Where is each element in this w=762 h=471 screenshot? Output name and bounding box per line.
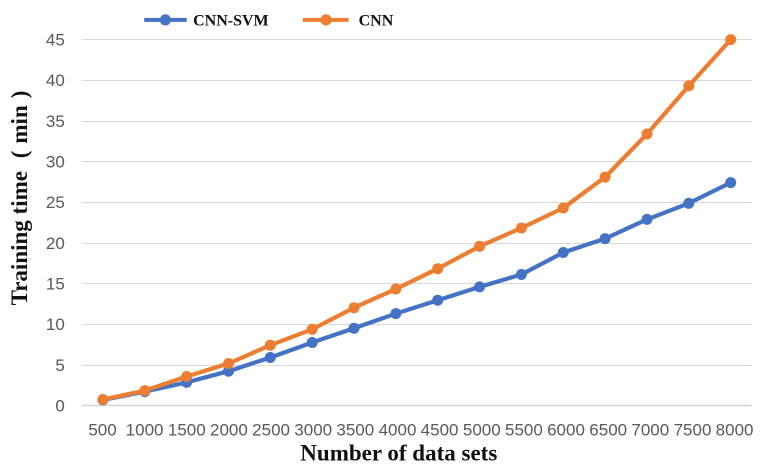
- svg-text:5: 5: [55, 356, 64, 375]
- svg-text:25: 25: [46, 193, 65, 212]
- svg-text:6500: 6500: [589, 420, 627, 439]
- svg-text:0: 0: [55, 397, 64, 416]
- svg-text:45: 45: [46, 30, 65, 49]
- svg-text:1500: 1500: [168, 420, 206, 439]
- svg-text:8000: 8000: [716, 420, 754, 439]
- svg-text:3500: 3500: [336, 420, 374, 439]
- svg-text:4000: 4000: [379, 420, 417, 439]
- svg-text:7500: 7500: [674, 420, 712, 439]
- svg-text:6000: 6000: [547, 420, 585, 439]
- svg-text:CNN: CNN: [359, 13, 394, 30]
- svg-text:30: 30: [46, 152, 65, 171]
- svg-text:10: 10: [46, 315, 65, 334]
- svg-text:20: 20: [46, 234, 65, 253]
- svg-text:40: 40: [46, 71, 65, 90]
- svg-text:2500: 2500: [252, 420, 290, 439]
- svg-text:1000: 1000: [126, 420, 164, 439]
- svg-text:Training time (min): Training time (min): [7, 91, 32, 306]
- svg-text:15: 15: [46, 275, 65, 294]
- svg-text:3000: 3000: [294, 420, 332, 439]
- svg-text:35: 35: [46, 112, 65, 131]
- svg-text:4500: 4500: [421, 420, 459, 439]
- svg-text:5000: 5000: [463, 420, 501, 439]
- svg-text:2000: 2000: [210, 420, 248, 439]
- svg-text:7000: 7000: [631, 420, 669, 439]
- svg-text:CNN-SVM: CNN-SVM: [193, 13, 269, 30]
- svg-text:Number of data sets: Number of data sets: [300, 441, 497, 466]
- svg-text:5500: 5500: [505, 420, 543, 439]
- svg-text:500: 500: [88, 420, 116, 439]
